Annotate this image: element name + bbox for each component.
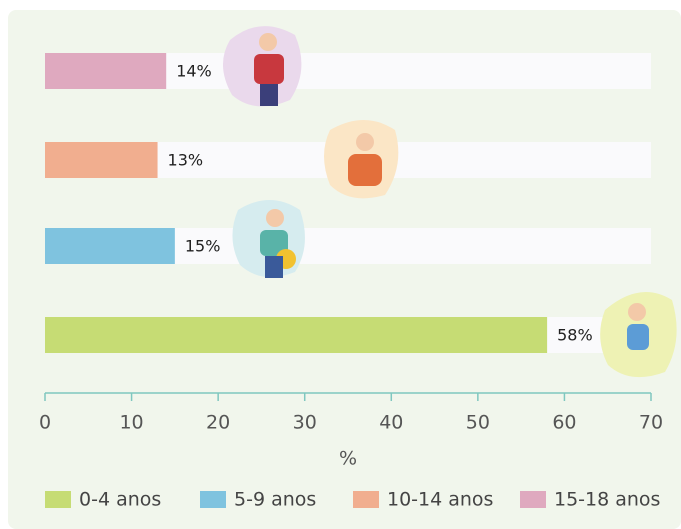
icon-legs	[260, 84, 278, 106]
legend-label: 15-18 anos	[554, 489, 660, 511]
bar	[45, 317, 548, 353]
icon-head	[356, 133, 374, 151]
icon-body	[254, 54, 284, 84]
x-tick-label: 10	[119, 412, 143, 434]
x-tick-label: 40	[379, 412, 403, 434]
icon-body	[627, 324, 649, 350]
icon-head	[266, 209, 284, 227]
legend-label: 5-9 anos	[234, 489, 316, 511]
x-axis-label: %	[339, 448, 357, 470]
x-tick-label: 0	[39, 412, 51, 434]
x-tick-label: 30	[293, 412, 317, 434]
bar	[45, 228, 175, 264]
icon-head	[259, 33, 277, 51]
value-label: 14%	[176, 62, 212, 81]
legend-label: 10-14 anos	[387, 489, 493, 511]
legend-swatch	[45, 491, 71, 508]
x-tick-label: 50	[466, 412, 490, 434]
icon-head	[628, 303, 646, 321]
bar	[45, 53, 167, 89]
legend-swatch	[353, 491, 379, 508]
icon-body	[348, 154, 382, 186]
icon-legs	[265, 256, 283, 278]
icons	[222, 26, 677, 378]
icon-body	[260, 230, 288, 256]
legend-swatch	[520, 491, 546, 508]
x-tick-label: 60	[552, 412, 576, 434]
bar	[45, 142, 158, 178]
legend-swatch	[200, 491, 226, 508]
legend-label: 0-4 anos	[79, 489, 161, 511]
x-tick-label: 20	[206, 412, 230, 434]
panel	[8, 10, 681, 529]
value-label: 13%	[168, 151, 204, 170]
value-label: 15%	[185, 237, 221, 256]
x-tick-label: 70	[639, 412, 663, 434]
value-label: 58%	[557, 326, 593, 345]
